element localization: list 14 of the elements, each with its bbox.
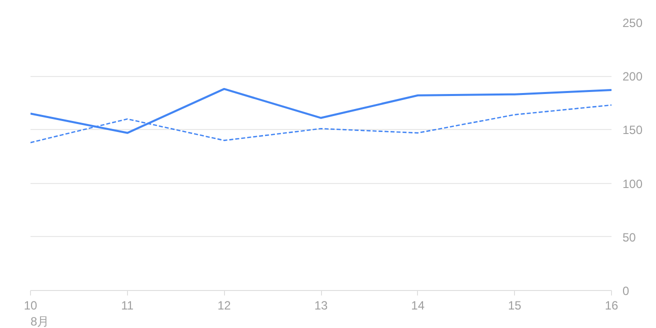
y-tick-label: 0 <box>622 284 630 298</box>
y-tick-label: 150 <box>622 123 643 138</box>
y-tick-label: 50 <box>622 230 636 244</box>
x-tick-label: 14 <box>411 298 425 312</box>
x-tick-label: 12 <box>217 298 232 312</box>
y-tick-label: 250 <box>622 16 643 30</box>
y-tick-label: 200 <box>622 70 643 84</box>
x-tick-label: 13 <box>314 298 328 312</box>
x-tick-label: 16 <box>604 298 618 312</box>
x-tick-label: 10 <box>24 298 38 312</box>
text: 8月 <box>30 314 50 328</box>
y-tick-label: 100 <box>622 176 643 191</box>
x-tick-label: 15 <box>508 298 522 312</box>
x-tick-label: 11 <box>121 298 134 312</box>
